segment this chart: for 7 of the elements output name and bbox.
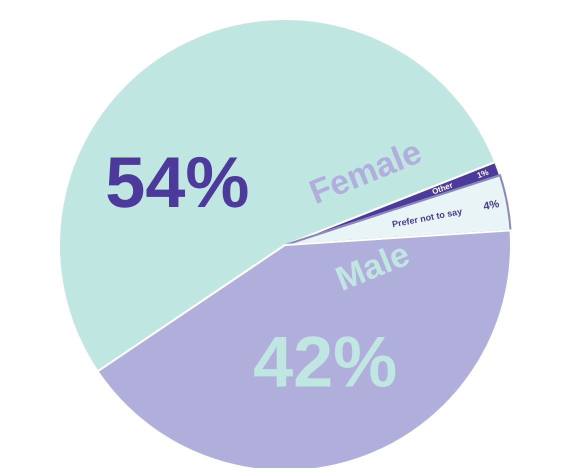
data-label: 4% [482,198,501,213]
slice-label: Prefer not to say [391,206,463,230]
slice-label: Other [430,180,454,196]
data-label: 54% [105,142,250,223]
data-label: 1% [476,168,490,180]
slice-label: Male [330,235,415,299]
data-label: 42% [253,322,398,403]
